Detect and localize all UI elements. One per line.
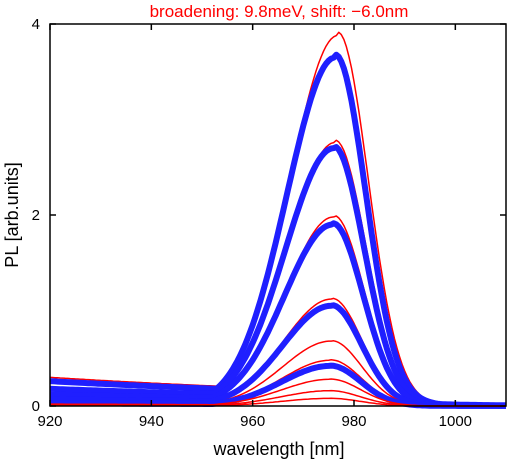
x-tick-label: 920 — [37, 413, 62, 430]
y-tick-label: 0 — [32, 398, 40, 415]
y-axis-label: PL [arb.units] — [2, 162, 22, 267]
x-tick-label: 1000 — [439, 413, 472, 430]
x-tick-label: 980 — [341, 413, 366, 430]
x-axis-label: wavelength [nm] — [212, 439, 344, 459]
y-tick-label: 2 — [32, 207, 40, 224]
x-tick-label: 940 — [139, 413, 164, 430]
chart-title: broadening: 9.8meV, shift: −6.0nm — [150, 2, 409, 21]
curve-layer — [49, 31, 507, 409]
measured-curve-5 — [49, 220, 507, 409]
x-tick-label: 960 — [240, 413, 265, 430]
y-tick-label: 4 — [32, 16, 40, 33]
measured-curve-3 — [49, 144, 507, 409]
tick-layer: 920 940 960 980 1000 0 2 4 — [32, 16, 506, 430]
